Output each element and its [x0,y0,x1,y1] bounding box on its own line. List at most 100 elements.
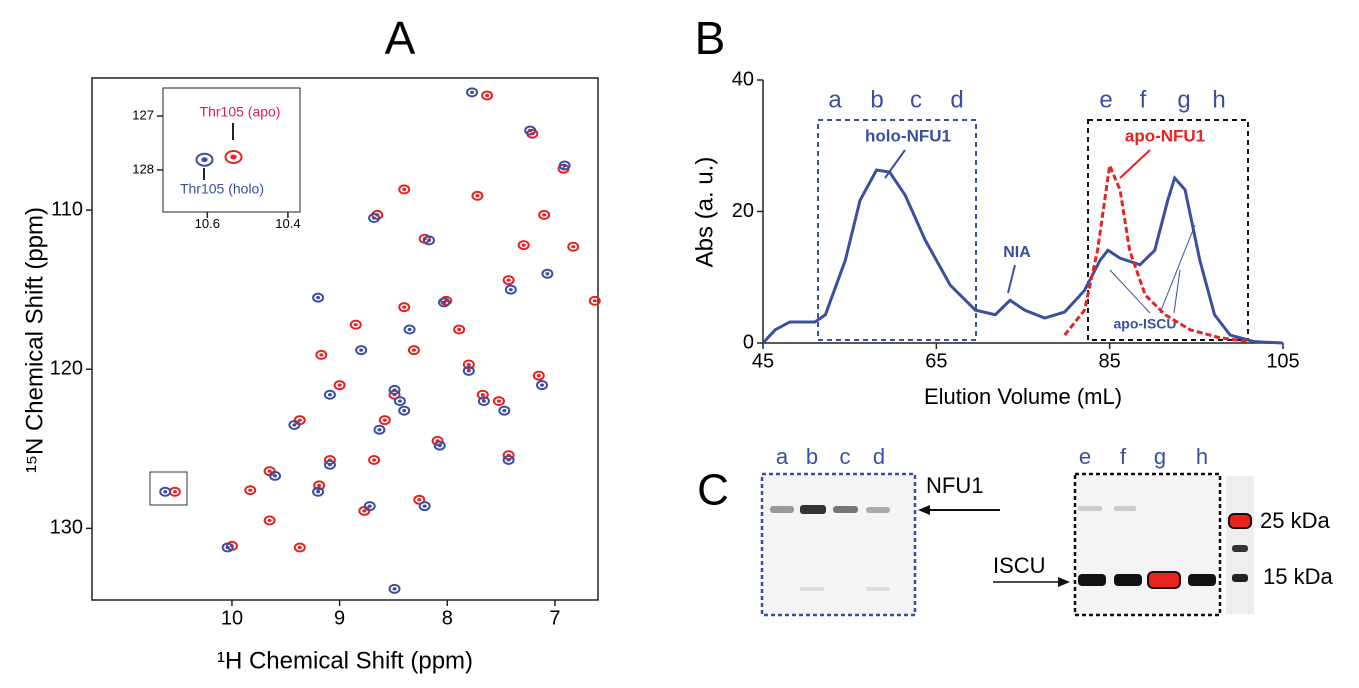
peak-core [506,458,511,462]
lane-label: d [873,444,885,469]
peak [398,184,411,195]
band [1114,506,1136,511]
peak [323,389,336,400]
peak-core [402,187,407,192]
peak [477,396,490,407]
peak-core [485,93,490,98]
peak-core [508,288,513,292]
annotation: apo-ISCU [1114,316,1177,332]
lane-label: c [840,444,851,469]
band [866,507,890,513]
peak [453,324,466,335]
arrow [1119,149,1151,179]
arrow [884,149,906,179]
peak-core [292,423,297,427]
peak [498,405,511,416]
peak [481,90,494,101]
gel-box [760,472,917,617]
lane-label: h [1196,444,1208,469]
annotation: Thr105 (apo) [200,104,281,120]
peak [315,349,328,360]
peak [288,419,301,430]
peak [422,235,435,246]
band [1147,571,1181,589]
ladder-band [1228,513,1252,529]
peak-core [496,399,501,403]
arrow [1159,224,1196,314]
peak-core [470,90,475,94]
y-tick-label: 128 [132,161,154,176]
peak-core [506,278,511,282]
peak-core [201,157,208,163]
fraction-label: g [1177,86,1190,113]
marker-label: 15 kDa [1263,564,1333,589]
peak-core [267,518,272,523]
plot-frame [91,77,599,601]
peak [333,380,346,391]
peak [471,190,484,201]
annotation: NIA [1003,244,1031,261]
peak [492,396,505,407]
peak-core [172,490,177,494]
x-tick-label: 10 [221,607,243,629]
peak-core [536,374,541,378]
peak [393,396,406,407]
peak-core [372,216,377,220]
peak-core [297,545,302,550]
band-label: NFU1 [926,473,983,498]
peak [403,324,416,335]
peak [368,213,381,224]
x-tick-label: 7 [549,607,560,629]
x-tick-label: 45 [752,350,774,372]
band [800,505,826,514]
peak [159,486,172,497]
peak-core [327,393,332,397]
peak [524,125,537,136]
arrow [1109,269,1151,314]
line [761,168,1284,345]
y-axis-title: ¹⁵N Chemical Shift (ppm) [21,207,48,473]
peak [388,384,401,395]
peak [312,292,325,303]
x-axis-title: ¹H Chemical Shift (ppm) [217,647,473,674]
peak [312,486,325,497]
annotation: Thr105 (holo) [180,181,264,197]
band [1078,574,1106,586]
peak [517,240,530,251]
peak-core [466,369,471,373]
peak [440,295,453,306]
peak-core [426,238,431,242]
peak-core [521,243,526,247]
fraction-label: h [1212,86,1225,113]
peak-core [592,299,597,303]
line [1063,159,1251,344]
x-tick-label: 85 [1099,350,1121,372]
panel-label: A [385,12,416,64]
y-tick-label: 120 [50,358,83,380]
peak [407,345,420,356]
band [833,506,858,513]
peak [418,501,431,512]
fraction-label: f [1140,86,1147,113]
peak [558,160,571,171]
lane-label: e [1079,444,1091,469]
peak-core [481,399,486,403]
peak [293,542,306,553]
band [866,587,890,591]
band [770,506,794,513]
arrowhead [918,505,930,515]
gel-bands [770,505,890,591]
peak-core [316,296,321,300]
peak-core [437,444,442,448]
x-tick-label: 8 [442,607,453,629]
peak [269,470,282,481]
peak-core [402,305,407,309]
y-tick-label: 110 [51,198,83,220]
peak [502,454,515,465]
peak [355,345,368,356]
y-tick-label: 20 [732,200,754,222]
peak [195,152,214,167]
band [1078,506,1102,511]
peak [244,485,257,496]
